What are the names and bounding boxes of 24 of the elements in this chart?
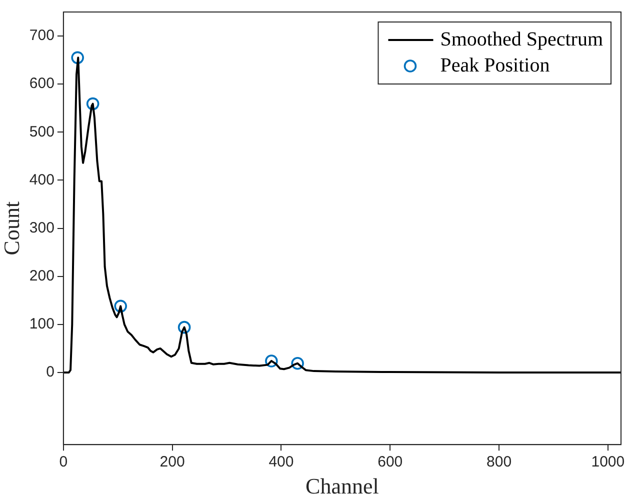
x-tick-label: 400 [268, 454, 294, 471]
point [114, 300, 127, 313]
legend-label: Smoothed Spectrum [440, 28, 604, 50]
point [265, 354, 278, 368]
x-tick-label: 600 [378, 454, 403, 471]
point [71, 51, 84, 64]
y-tick-label: 0 [46, 364, 54, 381]
x-tick-label: 200 [160, 454, 185, 471]
y-tick-label: 700 [29, 27, 54, 44]
y-tick-label: 600 [29, 75, 54, 92]
x-tick-label: 1000 [591, 454, 625, 471]
y-tick-label: 500 [29, 123, 54, 140]
point [86, 97, 100, 110]
x-tick-label: 0 [59, 454, 68, 471]
point [178, 320, 191, 334]
y-axis-title: Count [0, 201, 24, 256]
x-tick-label: 800 [486, 454, 512, 471]
y-tick-label: 100 [29, 316, 54, 333]
y-tick-label: 400 [29, 171, 54, 188]
legend-label: Peak Position [440, 54, 550, 76]
y-tick-label: 200 [29, 268, 54, 285]
y-tick-label: 300 [29, 219, 54, 236]
x-axis-title: Channel [306, 474, 379, 499]
point [291, 356, 304, 370]
